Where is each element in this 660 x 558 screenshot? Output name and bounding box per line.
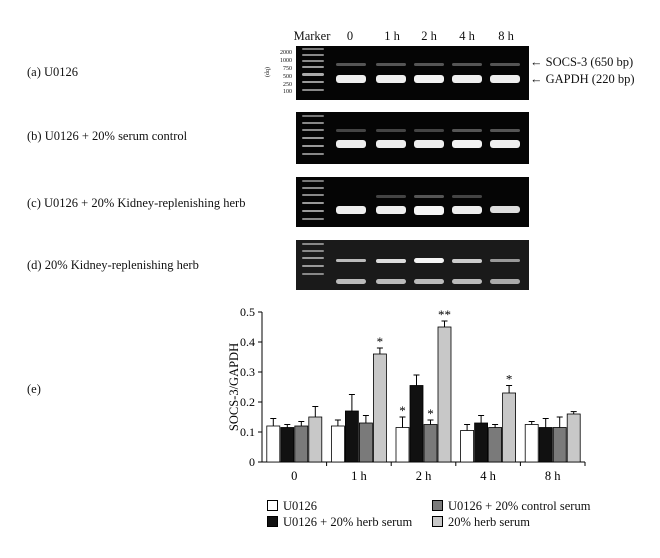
bar	[330, 425, 345, 463]
significance-star: *	[506, 372, 513, 387]
bar	[502, 392, 517, 463]
panel-b-label: (b) U0126 + 20% serum control	[27, 129, 188, 143]
bar	[552, 427, 567, 463]
bar	[308, 416, 323, 463]
ladder-1000: 1000	[280, 58, 292, 64]
panel-a-label: (a) U0126	[27, 65, 79, 79]
gel-panel-d	[296, 240, 529, 290]
y-tick-label: 0.1	[240, 425, 255, 439]
gel-panel-b	[296, 112, 529, 164]
bar	[344, 410, 359, 463]
bar	[538, 427, 553, 463]
significance-star: *	[377, 334, 384, 349]
significance-star: *	[427, 406, 434, 421]
bar	[266, 425, 281, 463]
socs3-band-label: ← SOCS-3 (650 bp)	[530, 55, 634, 69]
gel-panel-a	[296, 46, 529, 100]
ladder-250: 250	[283, 82, 292, 88]
panel-c-label: (c) U0126 + 20% Kidney-replenishing herb	[27, 196, 246, 210]
y-tick-label: 0.3	[240, 365, 255, 379]
lane-header-8h: 8 h	[498, 29, 514, 43]
marker-header: Marker	[293, 29, 331, 43]
gapdh-band-label: ← GAPDH (220 bp)	[530, 72, 635, 86]
gel-panel-c	[296, 177, 529, 227]
bar	[566, 413, 581, 463]
lane-header-1h: 1 h	[384, 29, 400, 43]
ladder-100: 100	[283, 89, 292, 95]
x-tick-label: 1 h	[351, 469, 367, 483]
x-tick-label: 4 h	[480, 469, 496, 483]
ladder-500: 500	[283, 74, 292, 80]
bar	[358, 422, 373, 463]
x-tick-label: 2 h	[416, 469, 432, 483]
panel-d-label: (d) 20% Kidney-replenishing herb	[27, 258, 199, 272]
lane-header-0: 0	[346, 29, 354, 43]
significance-star: *	[399, 403, 406, 418]
y-tick-label: 0.2	[240, 395, 255, 409]
y-tick-label: 0.5	[240, 305, 255, 319]
bar	[409, 385, 424, 463]
y-tick-label: 0.4	[240, 335, 255, 349]
ladder-2000: 2000	[280, 50, 292, 56]
significance-star: **	[438, 307, 451, 322]
bar	[474, 422, 489, 463]
bar	[280, 427, 295, 463]
bar	[294, 425, 309, 463]
lane-header-2h: 2 h	[421, 29, 437, 43]
y-tick-label: 0	[249, 455, 255, 469]
bar	[423, 424, 438, 463]
lane-header-4h: 4 h	[459, 29, 475, 43]
ladder-750: 750	[283, 66, 292, 72]
bar	[395, 427, 410, 463]
x-tick-label: 8 h	[545, 469, 561, 483]
x-tick-label: 0	[291, 469, 297, 483]
bar	[437, 326, 452, 463]
bar	[488, 427, 503, 463]
panel-e-label: (e)	[27, 382, 41, 396]
y-axis-label: SOCS-3/GAPDH	[227, 343, 241, 431]
bar	[372, 353, 387, 463]
bar	[524, 424, 539, 463]
bar	[460, 430, 475, 463]
